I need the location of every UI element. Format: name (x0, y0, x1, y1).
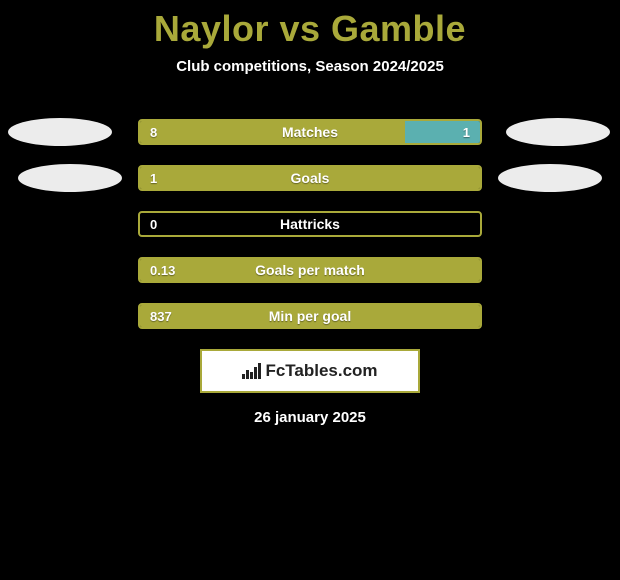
stat-row: 0.13Goals per match (0, 257, 620, 283)
stat-bar: 0Hattricks (138, 211, 482, 237)
stat-bar: 81Matches (138, 119, 482, 145)
subtitle: Club competitions, Season 2024/2025 (0, 58, 620, 75)
stat-row: 837Min per goal (0, 303, 620, 329)
stat-bar: 0.13Goals per match (138, 257, 482, 283)
bar-chart-icon (242, 363, 261, 379)
stat-row: 0Hattricks (0, 211, 620, 237)
stat-bar: 837Min per goal (138, 303, 482, 329)
stat-bar: 1Goals (138, 165, 482, 191)
stat-label: Matches (140, 121, 480, 143)
player-right-badge (498, 164, 602, 192)
player-left-badge (18, 164, 122, 192)
stat-label: Hattricks (140, 213, 480, 235)
stat-row: 81Matches (0, 119, 620, 145)
logo-box[interactable]: FcTables.com (200, 349, 420, 393)
stat-row: 1Goals (0, 165, 620, 191)
logo-text: FcTables.com (265, 361, 377, 381)
player-right-badge (506, 118, 610, 146)
date-label: 26 january 2025 (0, 409, 620, 426)
stat-label: Goals per match (140, 259, 480, 281)
stat-label: Min per goal (140, 305, 480, 327)
stats-container: 81Matches 1Goals 0Hattricks 0.13Goals per m… (0, 119, 620, 329)
stat-label: Goals (140, 167, 480, 189)
player-left-badge (8, 118, 112, 146)
page-title: Naylor vs Gamble (0, 0, 620, 50)
